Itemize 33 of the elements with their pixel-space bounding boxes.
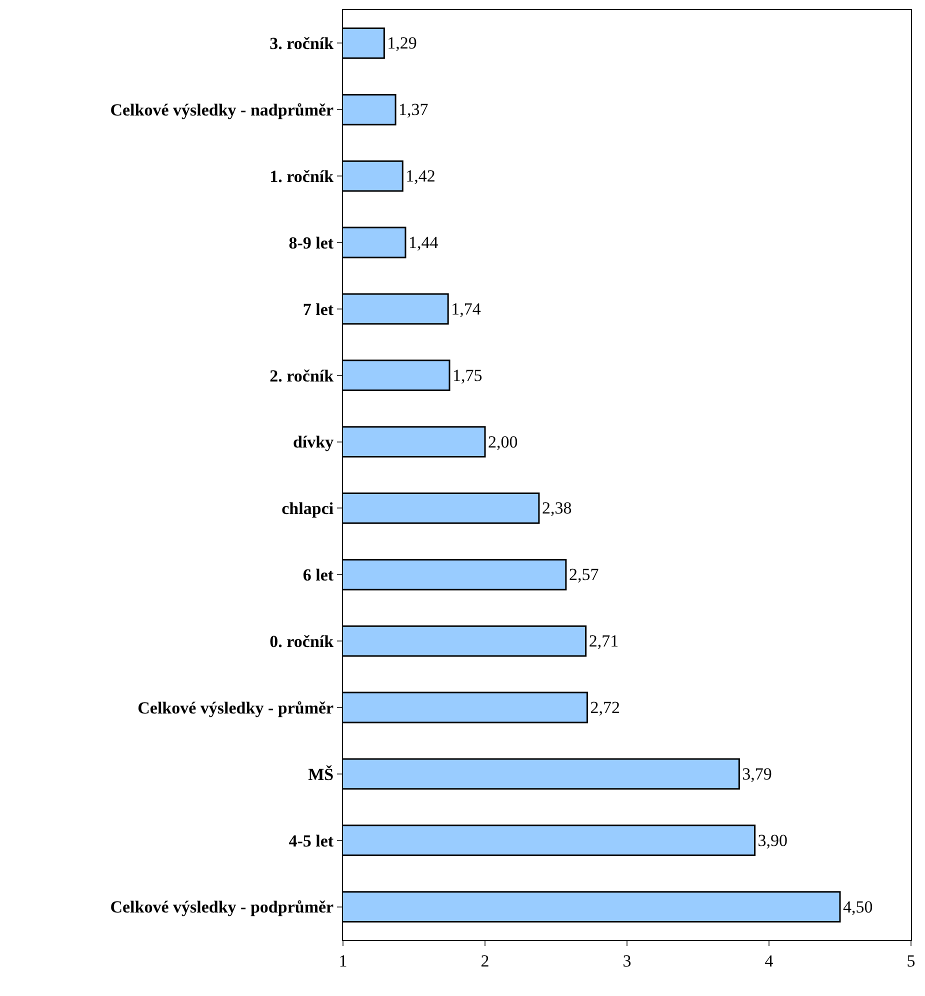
data-label: 1,42 — [406, 166, 436, 186]
data-label: 1,37 — [398, 100, 429, 120]
y-tick-label: chlapci — [282, 499, 334, 518]
data-label: 4,50 — [843, 897, 873, 916]
y-tick-label: Celkové výsledky - podprůměr — [110, 898, 334, 917]
x-tick-label: 4 — [764, 951, 774, 970]
y-tick-label: 6 let — [302, 566, 334, 585]
data-label: 2,00 — [488, 432, 518, 452]
data-label: 2,57 — [568, 565, 600, 584]
data-label: 1,74 — [451, 299, 482, 318]
y-tick-label: MŠ — [308, 764, 334, 784]
data-label: 2,38 — [542, 498, 572, 518]
y-tick-label: Celkové výsledky - nadprůměr — [110, 100, 334, 120]
y-tick-label: 2. ročník — [270, 366, 334, 386]
y-tick-label: 3. ročník — [270, 34, 334, 54]
y-tick-label: dívky — [292, 432, 334, 452]
data-label: 3,90 — [758, 830, 788, 850]
x-tick-label: 5 — [906, 951, 916, 970]
y-tick-label: 8-9 let — [288, 233, 334, 252]
data-label: 1,29 — [387, 34, 417, 53]
x-tick-label: 2 — [480, 951, 490, 970]
y-tick-label: 1. ročník — [270, 167, 334, 186]
x-tick-label: 3 — [622, 951, 632, 970]
data-label: 1,75 — [452, 366, 482, 385]
data-label: 2,72 — [590, 698, 620, 717]
y-tick-label: 4-5 let — [288, 831, 334, 850]
y-tick-label: 7 let — [302, 300, 334, 319]
data-label: 3,79 — [742, 764, 772, 784]
y-tick-label: Celkové výsledky - průměr — [138, 698, 334, 718]
x-tick-label: 1 — [338, 951, 348, 970]
data-label: 2,71 — [588, 632, 619, 651]
y-tick-label: 0. ročník — [270, 632, 334, 652]
data-label: 1,44 — [408, 233, 439, 252]
